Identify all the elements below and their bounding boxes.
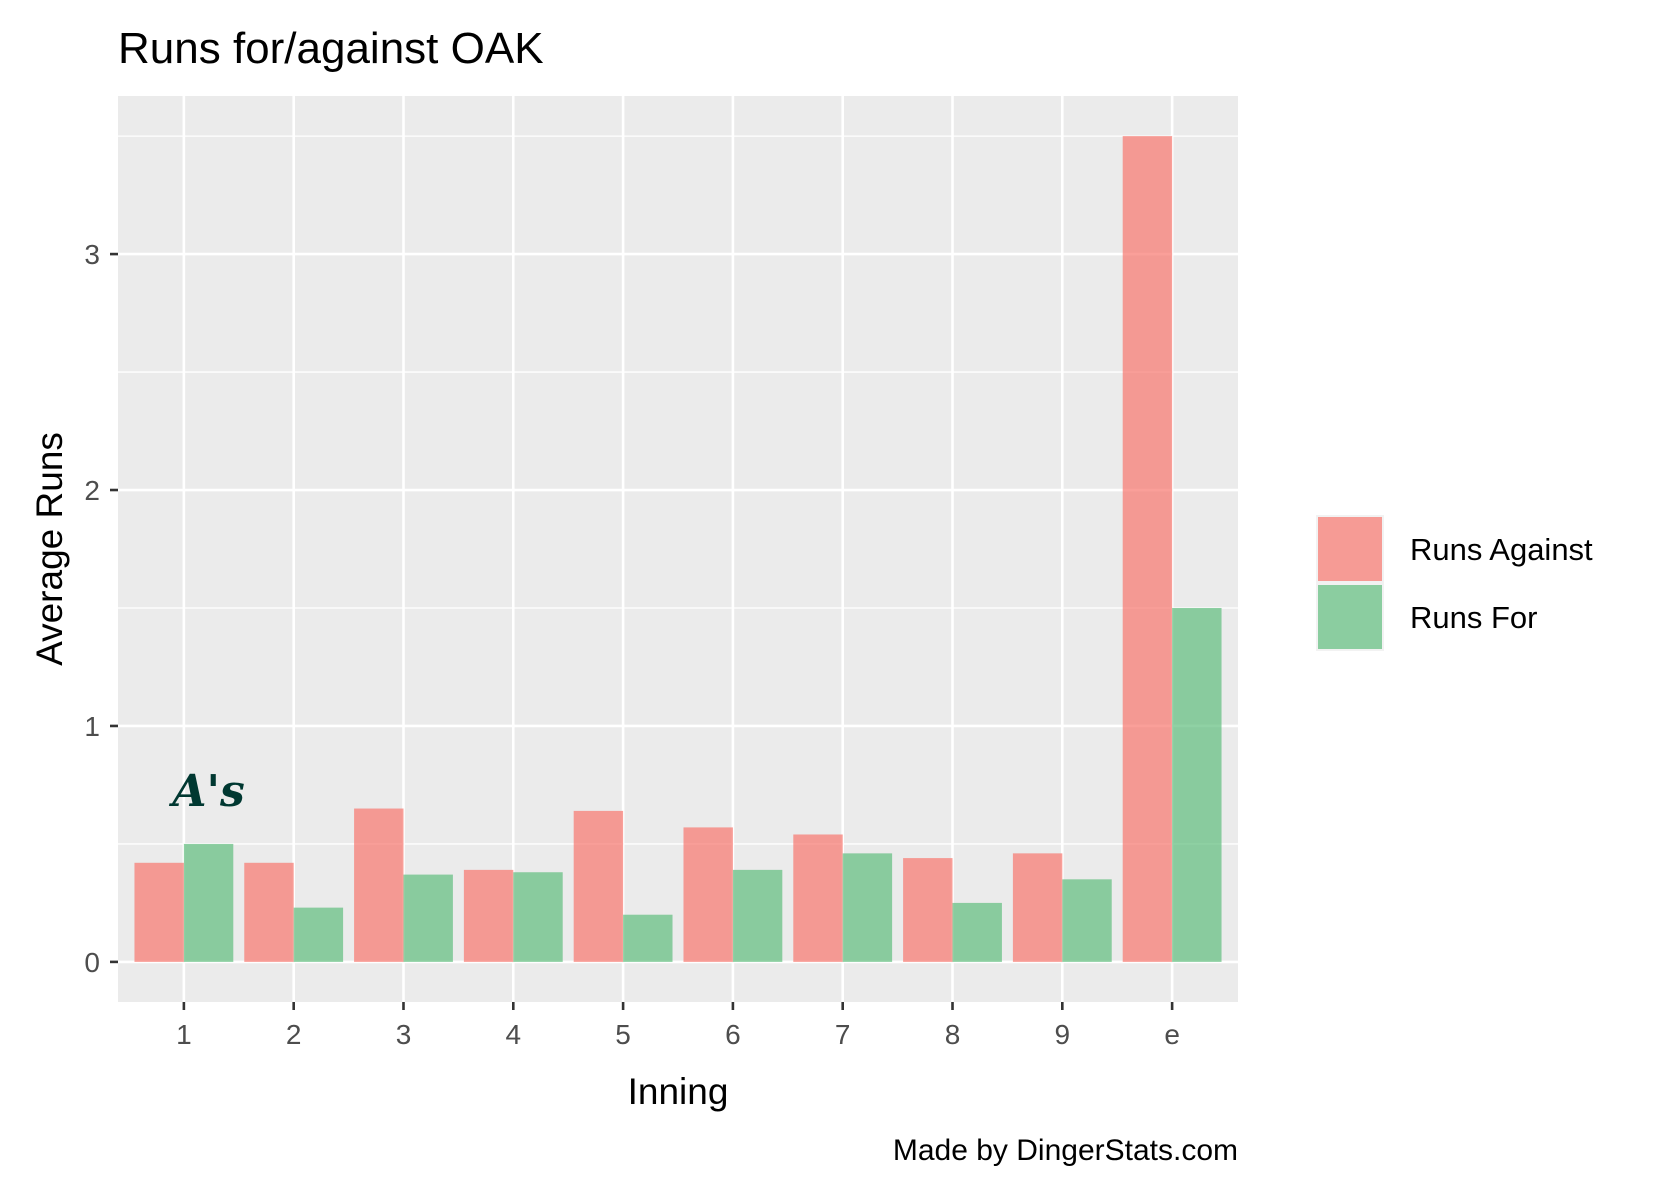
legend: Runs Against Runs For — [1316, 515, 1593, 651]
bar-runs-for-4 — [513, 872, 563, 962]
x-tick-label-e: e — [1164, 1019, 1180, 1050]
bar-runs-against-4 — [463, 869, 514, 962]
x-tick-label-6: 6 — [725, 1019, 741, 1050]
x-tick-label-4: 4 — [506, 1019, 522, 1050]
bar-runs-for-7 — [842, 853, 893, 962]
team-logo: A's — [168, 766, 244, 817]
x-tick-label-7: 7 — [835, 1019, 851, 1050]
bar-runs-against-8 — [903, 858, 953, 962]
bar-runs-for-9 — [1062, 879, 1112, 962]
y-tick-label: 2 — [84, 475, 100, 506]
caption: Made by DingerStats.com — [893, 1134, 1238, 1167]
legend-key-runs-against — [1318, 517, 1382, 581]
x-tick-label-2: 2 — [286, 1019, 302, 1050]
y-axis-title: Average Runs — [29, 432, 70, 666]
x-tick-label-5: 5 — [615, 1019, 631, 1050]
x-tick-label-1: 1 — [176, 1019, 192, 1050]
y-tick-label: 3 — [84, 239, 100, 270]
bar-runs-against-3 — [354, 808, 404, 962]
bar-runs-for-2 — [293, 907, 344, 962]
bar-runs-against-9 — [1012, 853, 1063, 962]
bars — [134, 136, 1222, 962]
chart-title: Runs for/against OAK — [118, 24, 544, 73]
legend-key-runs-for — [1318, 585, 1382, 649]
axes: 0 1 2 3 1 2 3 4 5 6 7 8 9 e — [84, 239, 1179, 1050]
plot-panel — [118, 96, 1238, 1002]
bar-runs-for-1 — [183, 843, 234, 962]
bar-runs-against-e — [1122, 136, 1173, 962]
bar-runs-for-5 — [623, 914, 673, 962]
bar-runs-for-e — [1172, 607, 1222, 962]
bar-runs-against-5 — [573, 810, 624, 962]
legend-label-runs-against: Runs Against — [1410, 532, 1593, 567]
legend-label-runs-for: Runs For — [1410, 600, 1537, 635]
bar-runs-against-1 — [134, 862, 184, 962]
y-tick-label: 0 — [84, 947, 100, 978]
x-tick-label-8: 8 — [945, 1019, 961, 1050]
x-tick-label-9: 9 — [1055, 1019, 1071, 1050]
y-tick-label: 1 — [84, 711, 100, 742]
x-axis-title: Inning — [628, 1071, 729, 1112]
bar-runs-against-7 — [793, 834, 843, 962]
bar-runs-for-3 — [403, 874, 453, 962]
oakland-logo-mark: A's — [168, 766, 244, 817]
bar-runs-against-6 — [683, 827, 733, 962]
x-tick-label-3: 3 — [396, 1019, 412, 1050]
bar-runs-for-6 — [732, 869, 783, 962]
bar-runs-for-8 — [952, 902, 1002, 962]
bar-runs-against-2 — [244, 862, 294, 962]
